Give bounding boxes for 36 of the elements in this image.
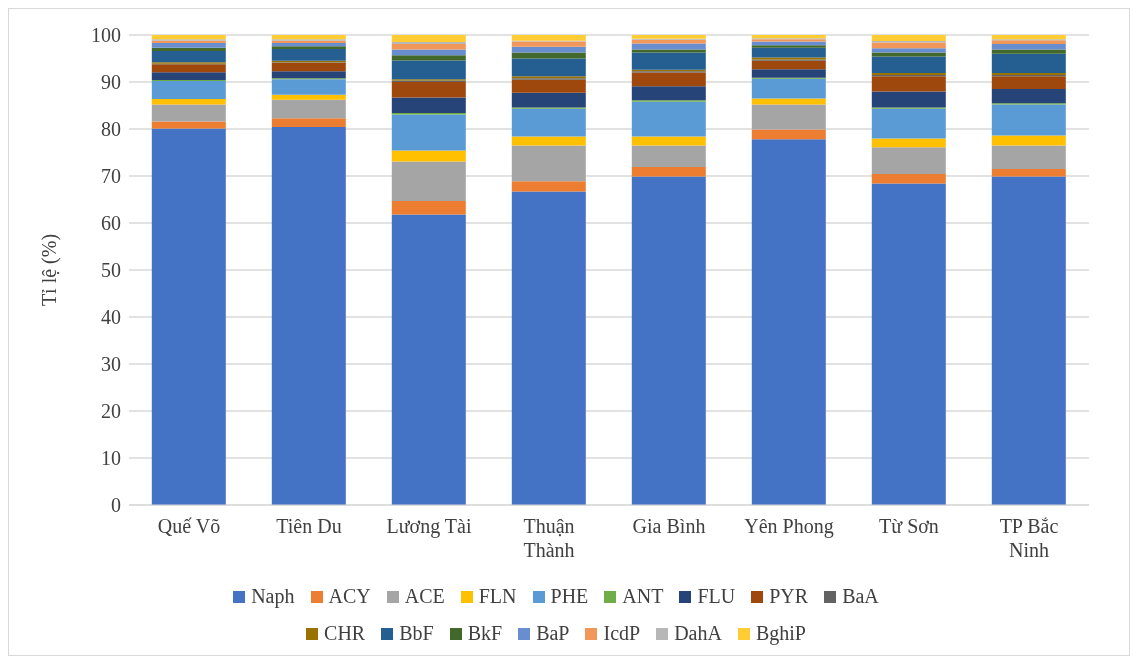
legend-label: BbF — [399, 622, 434, 645]
legend-label: CHR — [324, 622, 366, 645]
legend-label: PHE — [550, 585, 589, 608]
legend-label: PYR — [769, 585, 809, 608]
y-tick-label: 10 — [101, 447, 121, 470]
legend-label: BkF — [467, 622, 503, 645]
y-tick-label: 70 — [101, 165, 121, 188]
x-tick-label: Quế Võ — [157, 515, 221, 537]
y-axis-title: Tỉ lệ (%) — [38, 233, 62, 307]
x-tick-label: Tiên Du — [276, 515, 342, 537]
y-tick-label: 0 — [111, 494, 121, 517]
x-tick-label: Thuận Thành — [523, 515, 575, 561]
legend-label: BaP — [536, 622, 570, 645]
y-tick-label: 20 — [101, 400, 121, 423]
x-tick-label: Gia Bình — [632, 515, 706, 537]
y-tick-label: 40 — [101, 306, 121, 329]
legend-label: FLU — [697, 585, 736, 608]
legend-label: BaA — [842, 585, 879, 608]
legend-label: IcdP — [603, 622, 641, 645]
legend-label: ACE — [404, 585, 445, 608]
x-tick-label: Từ Sơn — [879, 515, 939, 537]
legend-label: Naph — [251, 585, 295, 608]
x-tick-label: TP Bắc Ninh — [999, 515, 1059, 561]
y-tick-label: 80 — [101, 118, 121, 141]
x-tick-label: Yên Phong — [744, 515, 834, 538]
y-tick-label: 60 — [101, 212, 121, 235]
legend-label: ACY — [328, 585, 371, 608]
y-tick-label: 50 — [101, 259, 121, 282]
x-tick-label: Lương Tài — [386, 515, 472, 538]
legend-label: DahA — [674, 622, 722, 645]
legend-label: FLN — [478, 585, 517, 608]
y-tick-label: 90 — [101, 71, 121, 94]
y-tick-label: 100 — [91, 24, 121, 47]
y-tick-label: 30 — [101, 353, 121, 376]
legend-label: BghiP — [755, 622, 806, 645]
legend-label: ANT — [622, 585, 664, 608]
